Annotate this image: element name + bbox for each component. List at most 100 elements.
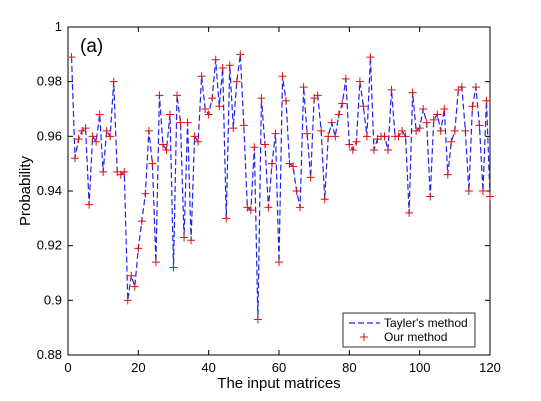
data-point-marker	[348, 146, 357, 154]
data-point-marker	[176, 118, 185, 127]
data-point-marker	[359, 102, 368, 111]
data-point-marker	[155, 91, 164, 100]
data-point-marker	[211, 55, 220, 64]
data-point-marker	[120, 167, 129, 176]
y-axis-label: Probability	[17, 155, 34, 226]
data-point-marker	[471, 83, 480, 92]
data-point-marker	[130, 282, 139, 291]
x-tick-label: 100	[409, 360, 431, 375]
data-point-marker	[401, 132, 410, 141]
data-point-marker	[239, 121, 248, 130]
panel-label: (a)	[80, 36, 103, 57]
data-point-marker	[162, 146, 171, 154]
data-point-marker	[380, 132, 389, 141]
data-point-marker	[355, 77, 364, 86]
data-point-marker	[190, 132, 199, 141]
y-tick-label: 0.96	[37, 128, 62, 143]
data-point-marker	[173, 91, 182, 100]
data-point-marker	[475, 121, 484, 130]
x-tick-label: 60	[272, 360, 286, 375]
data-point-marker	[99, 167, 108, 176]
data-point-marker	[197, 72, 206, 81]
y-tick-label: 0.94	[37, 183, 62, 198]
legend-marker-swatch	[360, 333, 368, 341]
data-point-marker	[320, 195, 329, 204]
data-point-marker	[324, 132, 333, 141]
data-point-marker	[352, 137, 361, 146]
data-point-marker	[71, 154, 80, 163]
y-tick-label: 0.92	[37, 238, 62, 253]
data-point-marker	[387, 85, 396, 94]
plot-area	[67, 26, 491, 356]
x-tick-label: 20	[131, 360, 145, 375]
data-point-marker	[468, 102, 477, 111]
y-tick-label: 0.88	[37, 347, 62, 362]
data-point-marker	[253, 315, 262, 324]
data-point-marker	[384, 146, 393, 154]
data-point-marker	[282, 96, 291, 105]
data-point-marker	[250, 143, 259, 152]
x-tick-label: 80	[342, 360, 356, 375]
y-tick-label: 1	[55, 19, 62, 34]
data-point-marker	[194, 137, 203, 146]
data-point-marker	[141, 189, 150, 198]
data-point-marker	[218, 64, 227, 72]
data-point-marker	[165, 110, 174, 119]
y-tick-label: 0.98	[37, 74, 62, 89]
data-point-marker	[236, 50, 245, 59]
data-point-marker	[232, 77, 241, 86]
data-point-marker	[204, 110, 213, 119]
data-point-marker	[275, 258, 283, 267]
x-tick-label: 40	[201, 360, 215, 375]
data-point-marker	[369, 146, 378, 154]
data-point-marker	[296, 203, 305, 212]
data-point-marker	[433, 110, 442, 119]
data-point-marker	[289, 162, 298, 171]
data-point-marker	[362, 132, 371, 141]
data-point-marker	[74, 135, 83, 144]
y-tick-label: 0.9	[44, 292, 62, 307]
data-point-marker	[317, 126, 326, 135]
data-point-marker	[169, 263, 178, 272]
data-point-marker	[405, 208, 414, 217]
data-point-marker	[225, 61, 234, 70]
data-point-marker	[134, 244, 143, 253]
data-point-marker	[299, 83, 308, 92]
data-point-marker	[422, 118, 431, 127]
data-point-marker	[246, 206, 255, 215]
legend-label-taylers-method: Tayler's method	[384, 316, 468, 330]
data-point-marker	[137, 217, 146, 226]
data-point-marker	[486, 192, 494, 201]
data-point-marker	[229, 124, 238, 133]
data-point-marker	[151, 258, 160, 267]
data-point-marker	[426, 192, 435, 201]
data-point-marker	[482, 96, 491, 105]
data-point-marker	[144, 126, 153, 135]
y-axis-ticks: 0.88 0.9 0.92 0.94 0.96 0.98 1	[37, 19, 490, 362]
data-point-marker	[180, 233, 189, 242]
data-point-marker	[257, 94, 266, 103]
x-tick-label: 0	[64, 360, 71, 375]
data-point-marker	[338, 99, 347, 108]
data-point-marker	[327, 118, 336, 127]
data-point-marker	[215, 102, 224, 111]
data-point-marker	[92, 137, 101, 146]
legend-box	[342, 312, 476, 348]
legend: Tayler's method Our method	[342, 312, 476, 348]
data-point-marker	[187, 236, 196, 245]
data-point-marker	[183, 118, 192, 127]
data-point-marker	[127, 271, 136, 280]
data-point-marker	[201, 105, 210, 113]
data-point-marker	[109, 77, 118, 86]
data-point-marker	[303, 129, 312, 138]
data-point-marker	[158, 140, 167, 149]
data-point-marker	[334, 110, 343, 119]
data-point-marker	[208, 94, 217, 103]
taylers-method-line	[70, 54, 491, 320]
data-point-marker	[450, 126, 459, 135]
data-point-marker	[123, 296, 132, 305]
data-point-marker	[81, 124, 90, 133]
data-point-marker	[106, 132, 115, 141]
data-point-marker	[148, 159, 157, 168]
